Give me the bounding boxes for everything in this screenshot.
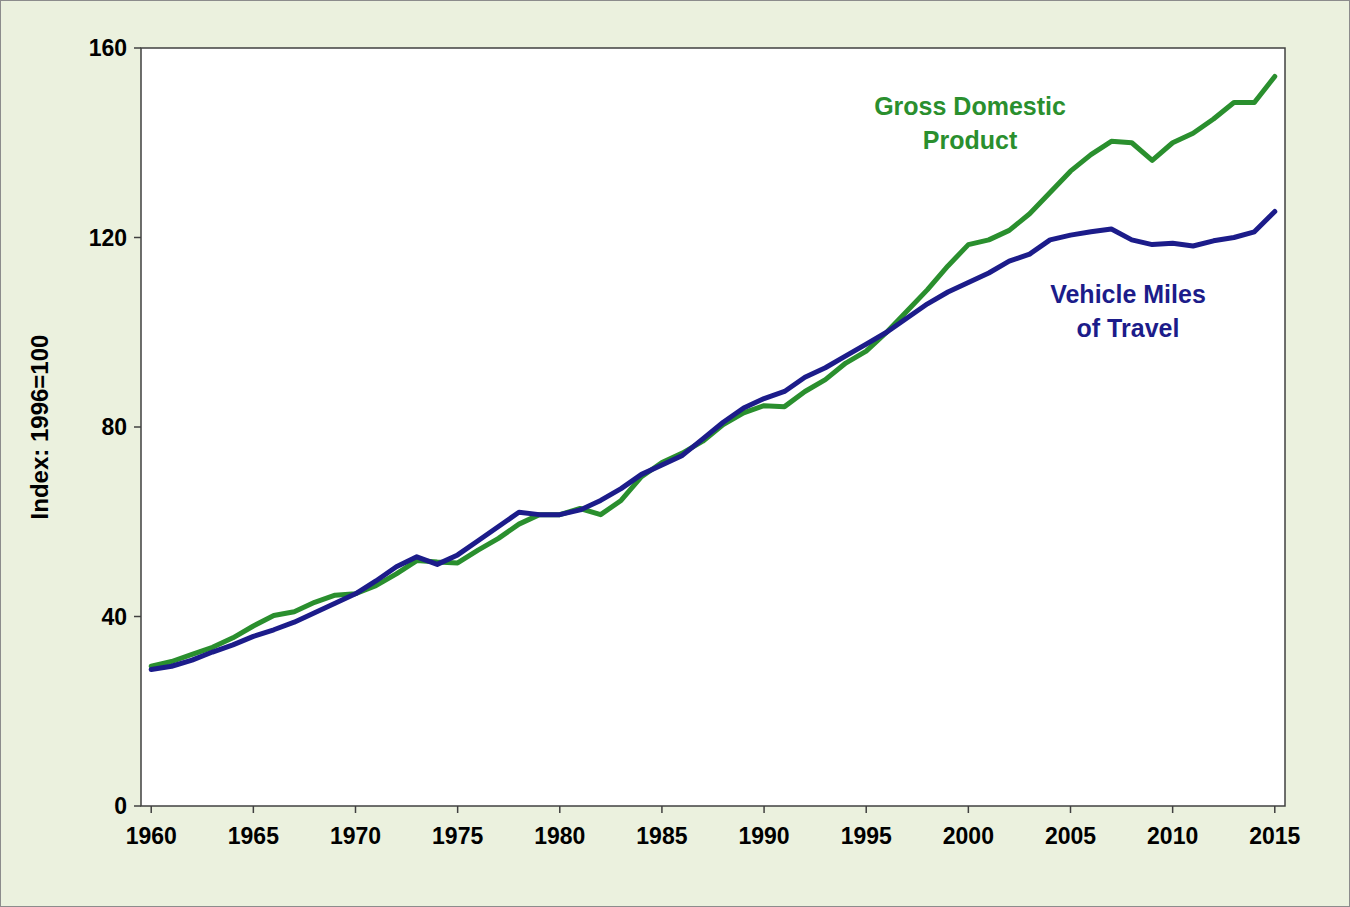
x-tick [968,806,970,813]
x-tick-label: 2015 [1249,823,1300,849]
x-tick [150,806,152,813]
y-tick [134,237,141,239]
series-label: Gross Domestic Product [874,92,1066,154]
x-tick [457,806,459,813]
y-axis-label: Index: 1996=100 [26,335,53,520]
series-line [151,211,1275,669]
background [1,1,1350,907]
x-tick [1274,806,1276,813]
y-tick-label: 40 [101,604,127,630]
series-label-line: of Travel [1077,314,1180,342]
series-label-line: Product [923,126,1018,154]
x-tick-label: 1990 [738,823,789,849]
x-tick-label: 1980 [534,823,585,849]
x-tick [763,806,765,813]
x-tick-label: 1985 [636,823,687,849]
x-tick [1070,806,1072,813]
y-tick-label: 80 [101,414,127,440]
series-label-line: Vehicle Miles [1050,280,1206,308]
x-tick [253,806,255,813]
y-tick-label: 160 [89,35,127,61]
x-tick [355,806,357,813]
x-tick [1172,806,1174,813]
x-tick-label: 1970 [330,823,381,849]
series-label-line: Gross Domestic [874,92,1066,120]
y-tick [134,805,141,807]
y-tick [134,47,141,49]
x-tick-label: 1960 [126,823,177,849]
x-tick-label: 1995 [841,823,892,849]
series-line [151,76,1275,666]
y-tick [134,616,141,618]
series-label: Vehicle Miles of Travel [1050,280,1206,342]
y-tick-label: 0 [114,793,127,819]
plot-area [141,48,1285,806]
y-tick [134,426,141,428]
x-tick [661,806,663,813]
x-tick [865,806,867,813]
x-tick-label: 2005 [1045,823,1096,849]
series-group [151,76,1275,669]
x-tick-label: 1975 [432,823,483,849]
chart: 0 40 80 120 160 1960 1965 1970 1975 1980 1985 1990 1… [0,0,1350,907]
y-tick-label: 120 [89,225,127,251]
x-tick-label: 1965 [228,823,279,849]
x-tick [559,806,561,813]
x-tick-label: 2000 [943,823,994,849]
x-tick-label: 2010 [1147,823,1198,849]
